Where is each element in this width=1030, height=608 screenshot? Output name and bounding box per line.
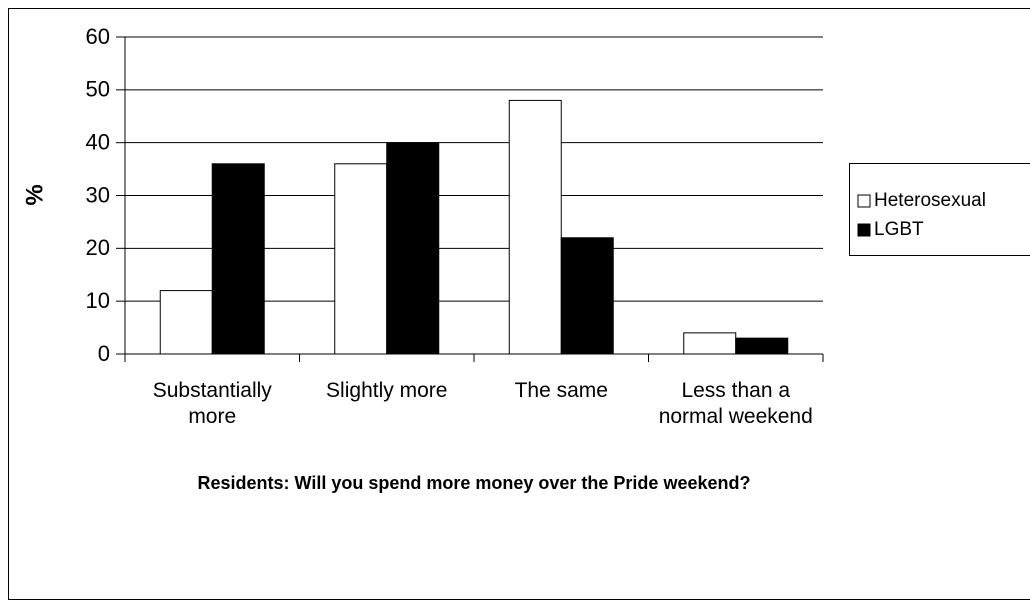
bar (159, 290, 213, 355)
y-tick-label: 10 (86, 288, 110, 313)
bar (334, 163, 388, 355)
bar (211, 163, 265, 355)
y-tick-label: 30 (86, 182, 110, 207)
legend-swatch (857, 223, 871, 237)
x-tick-label: Less than a normal weekend (658, 379, 813, 428)
bar (508, 99, 562, 355)
y-axis-label: % (21, 184, 48, 205)
bar (386, 142, 440, 355)
y-tick-label: 20 (86, 235, 110, 260)
legend-label: Heterosexual (874, 190, 986, 211)
y-tick-label: 40 (86, 129, 110, 154)
y-tick-label: 50 (86, 77, 110, 102)
x-tick-label: Substantially more (152, 379, 272, 428)
bar (683, 332, 737, 355)
x-axis-label: Residents: Will you spend more money ove… (197, 473, 751, 493)
legend-box (849, 163, 1030, 256)
chart-border (8, 8, 1030, 600)
x-tick-label: Slightly more (326, 379, 448, 402)
bar (735, 337, 789, 355)
bar (560, 237, 614, 355)
legend-label: LGBT (874, 219, 924, 240)
legend-swatch (857, 194, 871, 208)
y-tick-label: 0 (98, 341, 110, 366)
x-tick-label: The same (514, 379, 608, 402)
y-tick-label: 60 (86, 24, 110, 49)
